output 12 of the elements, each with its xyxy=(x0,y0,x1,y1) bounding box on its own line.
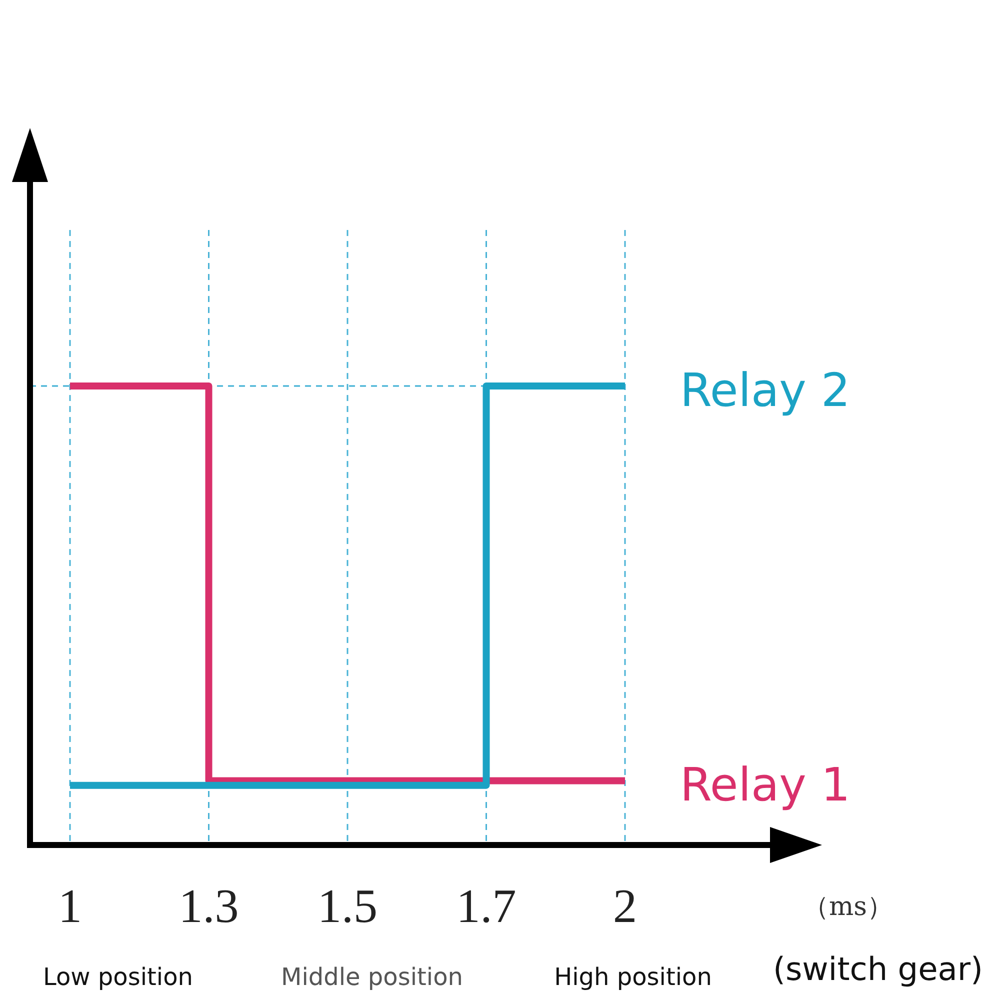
text: High position xyxy=(554,963,712,991)
x-tick-label: 1.5 xyxy=(318,880,378,933)
x-tick-label: 1 xyxy=(58,880,82,933)
x-tick-label: 1.3 xyxy=(178,880,239,933)
text: (switch gear) xyxy=(772,950,984,988)
text: Low position xyxy=(43,963,193,991)
text: Middle position xyxy=(281,963,463,991)
series-label: Relay 2 xyxy=(680,363,850,417)
x-tick-label: 1.7 xyxy=(456,880,516,933)
text: （ms） xyxy=(803,892,893,922)
series-label: Relay 1 xyxy=(680,758,850,812)
x-tick-label: 2 xyxy=(613,880,637,933)
